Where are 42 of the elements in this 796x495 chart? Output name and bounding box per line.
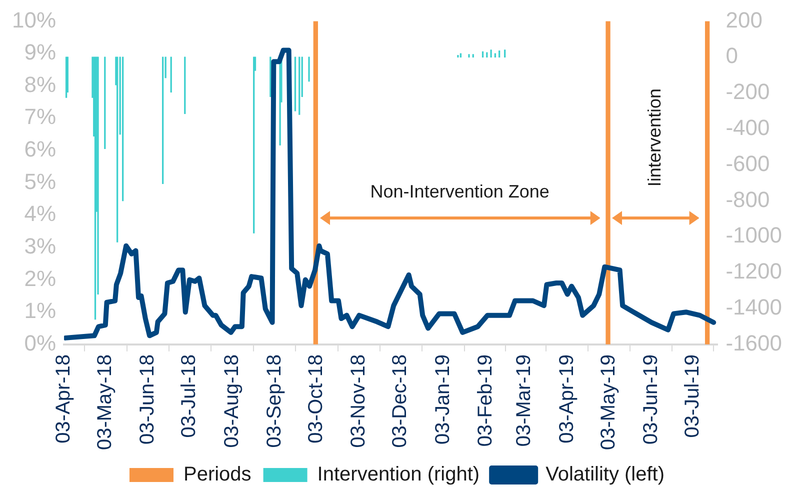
x-tick-label: 03-May-19 [597, 354, 620, 450]
y-tick-label: 6% [24, 136, 56, 162]
y2-tick-label: 0 [726, 43, 738, 68]
x-tick-label: 03-Jun-19 [640, 354, 662, 444]
x-tick-label: 03-Oct-18 [304, 354, 327, 444]
y2-tick-label: -600 [726, 150, 770, 176]
x-tick-label: 03-Mar-19 [513, 354, 536, 447]
x-tick-label: 03-Jun-18 [136, 354, 159, 444]
y-tick-label: 3% [24, 234, 56, 259]
y-tick-label: 9% [24, 40, 56, 65]
x-tick-label: 03-Apr-19 [556, 354, 578, 444]
legend-label: Volatility (left) [546, 464, 665, 486]
y2-tick-label: 200 [726, 7, 762, 32]
x-tick-label: 03-Dec-18 [389, 354, 412, 448]
y-tick-label: 1% [24, 298, 56, 324]
y-tick-label: 10% [12, 7, 56, 32]
y-tick-label: 2% [24, 266, 56, 291]
x-tick-label: 03-May-18 [94, 354, 116, 450]
y-tick-label: 8% [24, 72, 56, 97]
x-tick-label: 03-Aug-18 [220, 354, 243, 448]
annotation: Non-Intervention Zone [370, 181, 550, 202]
x-tick-label: 03-Jan-19 [432, 354, 454, 444]
y2-tick-label: -1600 [726, 330, 782, 356]
x-tick-label: 03-Feb-19 [474, 354, 497, 447]
y2-tick-label: -200 [726, 79, 770, 104]
y2-tick-label: -1000 [726, 222, 782, 248]
x-tick-label: 03-Sep-18 [264, 354, 286, 448]
x-tick-label: 03-Jul-18 [178, 354, 200, 438]
y-tick-label: 0% [24, 330, 56, 356]
x-tick-label: 03-Nov-18 [348, 354, 370, 448]
legend-label: Intervention (right) [317, 464, 480, 486]
annotation: Iintervention [644, 88, 665, 187]
x-tick-label: 03-Apr-18 [52, 354, 75, 444]
y-tick-label: 4% [24, 201, 56, 226]
x-tick-label: 03-Jul-19 [681, 354, 704, 438]
y2-tick-label: -800 [726, 186, 770, 212]
y2-tick-label: -400 [726, 114, 770, 140]
y-tick-label: 7% [24, 104, 56, 130]
y2-tick-label: -1400 [726, 294, 782, 320]
legend-label: Periods [183, 464, 252, 486]
y-tick-label: 5% [24, 168, 56, 194]
y2-tick-label: -1200 [726, 258, 782, 284]
